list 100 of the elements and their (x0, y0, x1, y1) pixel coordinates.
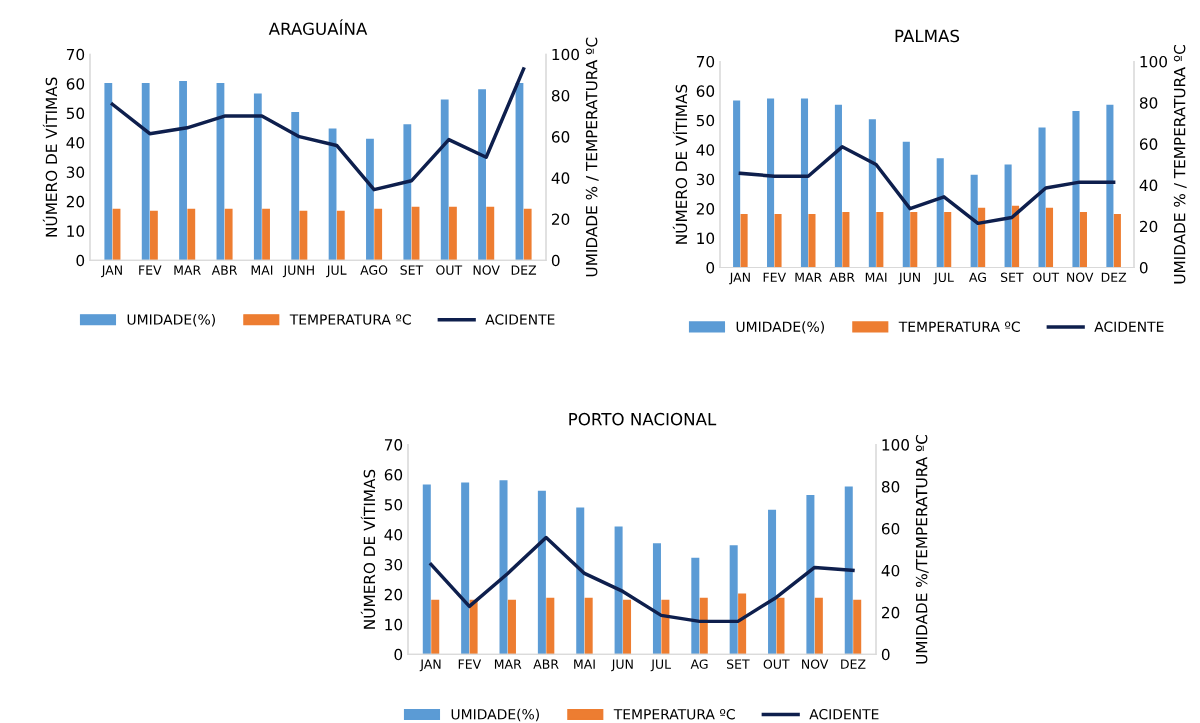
y-tick-label: 50 (66, 107, 85, 120)
x-tick-label: OUT (763, 659, 790, 669)
legend-label: UMIDADE(%) (451, 708, 539, 722)
y-tick-label: 30 (384, 558, 403, 571)
bar (1004, 164, 1012, 268)
bar (478, 89, 486, 261)
x-tick-label: DEZ (841, 659, 866, 669)
bar (262, 208, 270, 261)
bar (584, 597, 593, 655)
y-axis-title: NÚMERO DE VÍTIMAS (42, 77, 58, 237)
x-tick-label: NOV (473, 265, 500, 275)
bar (910, 211, 918, 268)
x-tick-label: ABR (829, 272, 855, 282)
bar (944, 211, 952, 268)
bar (431, 599, 440, 655)
bar (776, 597, 785, 655)
x-tick-label: MAR (174, 265, 201, 275)
y-tick-label: 0 (76, 254, 85, 267)
bar (970, 174, 978, 268)
bar (336, 210, 345, 261)
y-tick-label: 40 (66, 137, 85, 149)
x-tick-label: FEV (458, 659, 482, 669)
bar (806, 494, 815, 655)
bar (366, 138, 374, 261)
x-tick-label: SET (1000, 272, 1024, 283)
legend-label: UMIDADE(%) (736, 321, 824, 334)
y2-tick-label: 80 (1139, 97, 1158, 109)
x-tick-label: NOV (802, 659, 829, 669)
line-series (429, 535, 855, 624)
bar (403, 124, 412, 261)
bar (733, 100, 741, 268)
bar (1113, 213, 1121, 268)
x-tick-label: NOV (1067, 272, 1094, 283)
y-tick-label: 70 (696, 55, 715, 68)
x-tick-label: JUNH (282, 265, 314, 278)
bar (808, 213, 816, 268)
y-tick-label: 60 (384, 469, 403, 481)
y2-tick-label: 0 (551, 254, 560, 267)
x-tick-label: MAI (574, 659, 595, 669)
y2-axis-title: UMIDADE % / TEMPERATURA ºC (1173, 45, 1187, 284)
x-tick-label: OUT (1033, 272, 1060, 283)
y-tick-label: 50 (696, 114, 715, 127)
bar (853, 599, 862, 655)
bar (661, 599, 670, 655)
legend-label: UMIDADE(%) (127, 314, 215, 327)
x-tick-label: JAN (419, 659, 441, 672)
x-tick-label: JUL (933, 272, 954, 285)
y-tick-label: 70 (66, 48, 85, 61)
y-tick-label: 30 (66, 166, 85, 178)
bar (449, 206, 457, 261)
y-tick-label: 20 (696, 203, 715, 215)
y2-axis-title: UMIDADE % / TEMPERATURA ºC (585, 37, 599, 277)
bar (699, 597, 708, 655)
x-tick-label: JUL (650, 659, 672, 672)
x-tick-label: MAR (494, 659, 522, 669)
x-tick-label: ABR (211, 265, 238, 275)
y-tick-label: 0 (394, 648, 403, 661)
y-tick-label: 60 (66, 78, 85, 90)
x-tick-label: OUT (436, 265, 463, 275)
bar (623, 599, 632, 655)
x-tick-label: SET (726, 659, 750, 669)
x-tick-label: AG (690, 659, 708, 669)
line-series (110, 67, 526, 192)
legend-label: TEMPERATURA ºC (613, 708, 735, 720)
bar (978, 207, 986, 268)
bar (876, 211, 884, 268)
bar (253, 93, 262, 261)
x-tick-label: DEZ (511, 265, 537, 275)
x-tick-label: DEZ (1101, 272, 1127, 282)
bar (691, 557, 700, 655)
y2-tick-label: 20 (551, 213, 570, 226)
bar (104, 83, 113, 261)
y-tick-label: 40 (384, 528, 403, 541)
bar (1012, 205, 1020, 268)
x-tick-label: AGO (360, 265, 388, 275)
bar (834, 104, 842, 268)
bar (868, 119, 876, 268)
bar (374, 208, 383, 261)
x-tick-label: ABR (533, 659, 559, 669)
y-tick-label: 70 (384, 439, 403, 451)
y2-tick-label: 100 (882, 439, 910, 451)
x-tick-label: FEV (139, 265, 162, 275)
bar (1106, 104, 1114, 268)
y2-tick-label: 60 (881, 522, 900, 535)
bar (141, 83, 150, 261)
bar (936, 158, 944, 268)
y-tick-label: 0 (706, 261, 715, 274)
y-tick-label: 10 (385, 618, 403, 631)
bar (187, 208, 196, 261)
y-tick-label: 20 (384, 588, 403, 601)
y2-tick-label: 100 (1140, 55, 1168, 68)
legend-label: TEMPERATURA ºC (289, 314, 411, 325)
bar (440, 99, 449, 261)
bar (291, 111, 300, 261)
x-tick-label: FEV (763, 272, 787, 282)
bar (537, 490, 546, 655)
legend-label: TEMPERATURA ºC (898, 321, 1020, 332)
y-tick-label: 40 (696, 144, 715, 156)
x-tick-label: JUN (898, 272, 920, 285)
y-tick-label: 10 (697, 232, 715, 245)
